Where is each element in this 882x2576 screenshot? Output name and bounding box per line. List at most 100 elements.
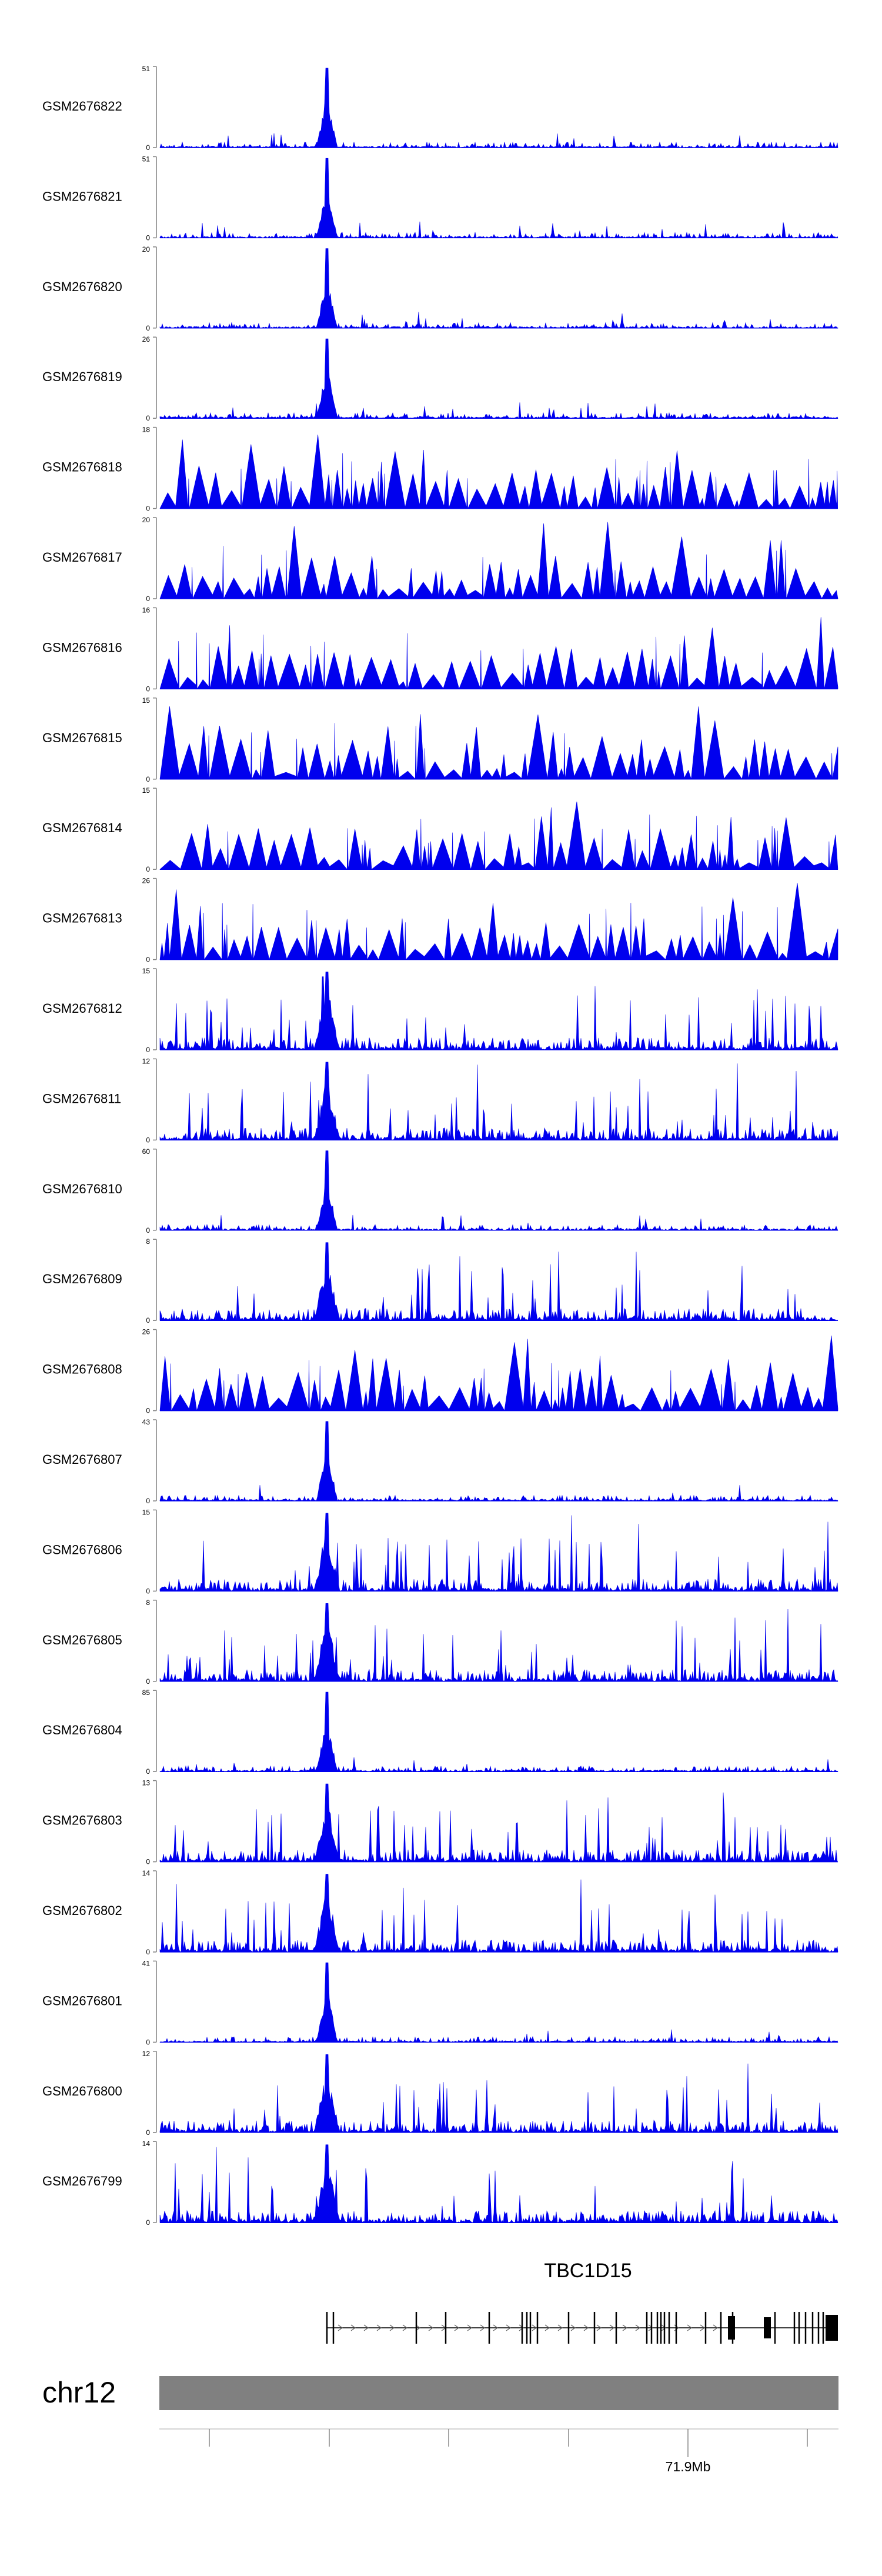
track-label: GSM2676817	[42, 550, 122, 565]
gene-strand-arrow	[402, 2324, 408, 2331]
signal-area	[159, 68, 838, 148]
track-gsm2676812: GSM2676812 15 0	[42, 967, 838, 1054]
track-gsm2676804: GSM2676804 85 0	[42, 1689, 838, 1776]
track-gsm2676818: GSM2676818 18 0	[42, 426, 838, 513]
track-ymin-label: 0	[146, 865, 150, 873]
signal-area	[159, 1874, 838, 1953]
track-ymin-label: 0	[146, 1046, 150, 1054]
signal-area	[159, 1783, 838, 1863]
gene-strand-arrow	[428, 2324, 434, 2331]
gene-coding-exon	[728, 2316, 735, 2340]
track-label: GSM2676802	[42, 1903, 122, 1918]
track-gsm2676817: GSM2676817 20 0	[42, 516, 838, 603]
track-ymax-label: 14	[142, 1869, 151, 1877]
gene-strand-arrow	[661, 2324, 667, 2331]
track-ymin-label: 0	[146, 144, 150, 152]
signal-area	[159, 248, 839, 329]
gene-strand-arrow	[609, 2324, 615, 2331]
track-label: GSM2676821	[42, 189, 122, 203]
track-gsm2676815: GSM2676815 15 0	[42, 696, 838, 783]
track-ymin-label: 0	[146, 775, 150, 783]
track-gsm2676809: GSM2676809 8 0	[42, 1237, 838, 1324]
track-gsm2676821: GSM2676821 51 0	[42, 155, 838, 242]
track-gsm2676820: GSM2676820 20 0	[42, 245, 839, 332]
track-ymin-label: 0	[146, 1407, 150, 1415]
track-label: GSM2676812	[42, 1001, 122, 1016]
gene-strand-arrow	[544, 2324, 550, 2331]
track-ymax-label: 51	[142, 65, 151, 73]
gene-strand-arrow	[389, 2324, 395, 2331]
gene-strand-arrow	[376, 2324, 382, 2331]
track-ymin-label: 0	[146, 595, 150, 603]
signal-area	[159, 1691, 838, 1773]
track-ymin-label: 0	[146, 233, 150, 242]
signal-area	[159, 1150, 838, 1231]
gene-strand-arrow	[350, 2324, 356, 2331]
track-ymin-label: 0	[146, 2218, 150, 2227]
track-gsm2676801: GSM2676801 41 0	[42, 1959, 838, 2046]
gene-strand-arrow	[532, 2324, 537, 2331]
signal-area	[159, 1421, 838, 1501]
track-ymax-label: 18	[142, 426, 151, 434]
track-label: GSM2676801	[42, 1993, 122, 2008]
signal-area	[159, 706, 838, 780]
gene-strand-arrow	[519, 2324, 524, 2331]
track-ymax-label: 8	[146, 1599, 150, 1607]
track-label: GSM2676816	[42, 640, 122, 655]
position-tick-label: 71.9Mb	[666, 2459, 711, 2474]
signal-area	[159, 522, 838, 600]
signal-area	[159, 801, 838, 870]
track-ymin-label: 0	[146, 505, 150, 513]
signal-area	[159, 883, 838, 960]
gene-strand-arrow	[700, 2324, 706, 2331]
track-label: GSM2676808	[42, 1362, 122, 1377]
track-ymax-label: 20	[142, 245, 151, 253]
signal-area	[159, 158, 838, 239]
track-label: GSM2676818	[42, 460, 122, 475]
track-ymax-label: 43	[142, 1418, 151, 1426]
signal-area	[159, 1335, 838, 1412]
track-gsm2676800: GSM2676800 12 0	[42, 2050, 838, 2137]
track-ymax-label: 41	[142, 1959, 151, 1967]
track-ymin-label: 0	[146, 2038, 150, 2046]
gene-strand-arrow	[687, 2324, 693, 2331]
signal-area	[159, 1603, 838, 1682]
track-ymax-label: 16	[142, 606, 151, 614]
track-label: GSM2676805	[42, 1633, 122, 1647]
chromosome-axis: chr12 71.9Mb	[42, 2376, 838, 2474]
signal-area	[159, 1242, 838, 1321]
gene-strand-arrow	[454, 2324, 460, 2331]
track-ymin-label: 0	[146, 1858, 150, 1866]
track-label: GSM2676809	[42, 1272, 122, 1286]
track-gsm2676808: GSM2676808 26 0	[42, 1328, 838, 1415]
signal-area	[159, 972, 838, 1050]
track-label: GSM2676813	[42, 911, 122, 926]
track-ymax-label: 15	[142, 786, 151, 795]
track-gsm2676799: GSM2676799 14 0	[42, 2140, 838, 2227]
gene-strand-arrow	[596, 2324, 602, 2331]
track-ymax-label: 60	[142, 1147, 151, 1156]
track-gsm2676822: GSM2676822 51 0	[42, 65, 838, 152]
track-ymin-label: 0	[146, 1767, 150, 1776]
track-ymax-label: 12	[142, 1057, 151, 1065]
track-label: GSM2676811	[42, 1091, 121, 1106]
signal-area	[159, 2054, 838, 2133]
track-ymax-label: 20	[142, 516, 151, 524]
gene-strand-arrow	[713, 2324, 719, 2331]
track-label: GSM2676822	[42, 99, 122, 114]
track-ymax-label: 26	[142, 335, 151, 343]
track-ymax-label: 26	[142, 1328, 151, 1336]
gene-strand-arrow	[467, 2324, 473, 2331]
signal-area	[159, 338, 838, 419]
track-gsm2676803: GSM2676803 13 0	[42, 1779, 838, 1866]
track-ymax-label: 14	[142, 2140, 151, 2148]
gene-strand-arrow	[622, 2324, 628, 2331]
track-ymax-label: 12	[142, 2050, 151, 2058]
gene-strand-arrow	[635, 2324, 641, 2331]
track-ymin-label: 0	[146, 956, 150, 964]
signal-area	[159, 434, 838, 509]
track-ymax-label: 15	[142, 1508, 151, 1516]
gene-strand-arrow	[648, 2324, 654, 2331]
chromosome-label: chr12	[42, 2376, 116, 2409]
signal-area	[159, 1062, 838, 1141]
